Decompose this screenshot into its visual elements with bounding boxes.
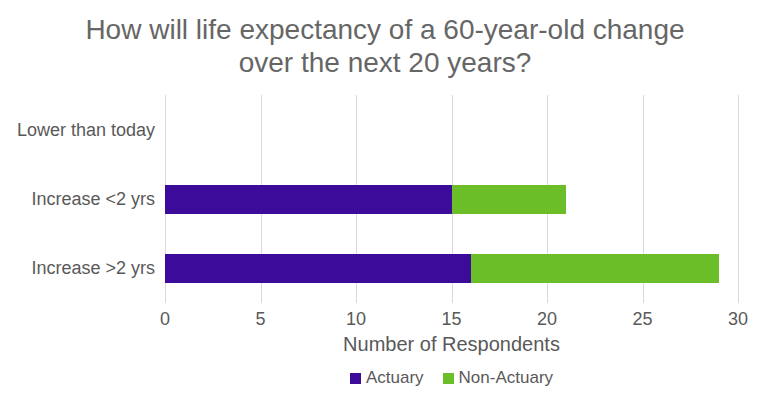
bar-segment-non-actuary-increase-2-yrs (452, 185, 567, 214)
bar-segment-non-actuary-increase-2-yrs (471, 254, 719, 283)
chart-title-line-1: How will life expectancy of a 60-year-ol… (0, 13, 770, 46)
legend-swatch-icon-actuary (350, 373, 361, 384)
chart: How will life expectancy of a 60-year-ol… (0, 0, 770, 400)
legend: Actuary Non-Actuary (165, 368, 738, 388)
bar-segment-actuary-increase-2-yrs (165, 254, 471, 283)
chart-title: How will life expectancy of a 60-year-ol… (0, 13, 770, 79)
x-tick-label-30: 30 (728, 309, 748, 330)
x-tick-label-5: 5 (255, 309, 265, 330)
legend-item-actuary: Actuary (350, 368, 424, 388)
legend-label-non-actuary: Non-Actuary (459, 368, 553, 388)
bar-segment-actuary-increase-2-yrs (165, 185, 452, 214)
legend-item-non-actuary: Non-Actuary (443, 368, 553, 388)
x-tick-label-20: 20 (537, 309, 557, 330)
legend-label-actuary: Actuary (366, 368, 424, 388)
x-tick-label-10: 10 (346, 309, 366, 330)
category-label-lower-than-today: Lower than today (17, 119, 155, 140)
x-tick-label-0: 0 (160, 309, 170, 330)
plot-area (165, 95, 738, 303)
x-tick-label-25: 25 (632, 309, 652, 330)
x-tick-label-15: 15 (441, 309, 461, 330)
gridline-x-30 (738, 95, 739, 303)
x-axis-title: Number of Respondents (165, 333, 738, 356)
chart-title-line-2: over the next 20 years? (0, 46, 770, 79)
category-label-increase-2-yrs: Increase >2 yrs (31, 258, 155, 279)
category-label-increase-2-yrs: Increase <2 yrs (31, 189, 155, 210)
legend-swatch-icon-non-actuary (443, 373, 454, 384)
